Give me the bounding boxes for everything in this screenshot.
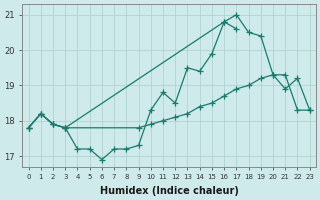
X-axis label: Humidex (Indice chaleur): Humidex (Indice chaleur) [100,186,239,196]
